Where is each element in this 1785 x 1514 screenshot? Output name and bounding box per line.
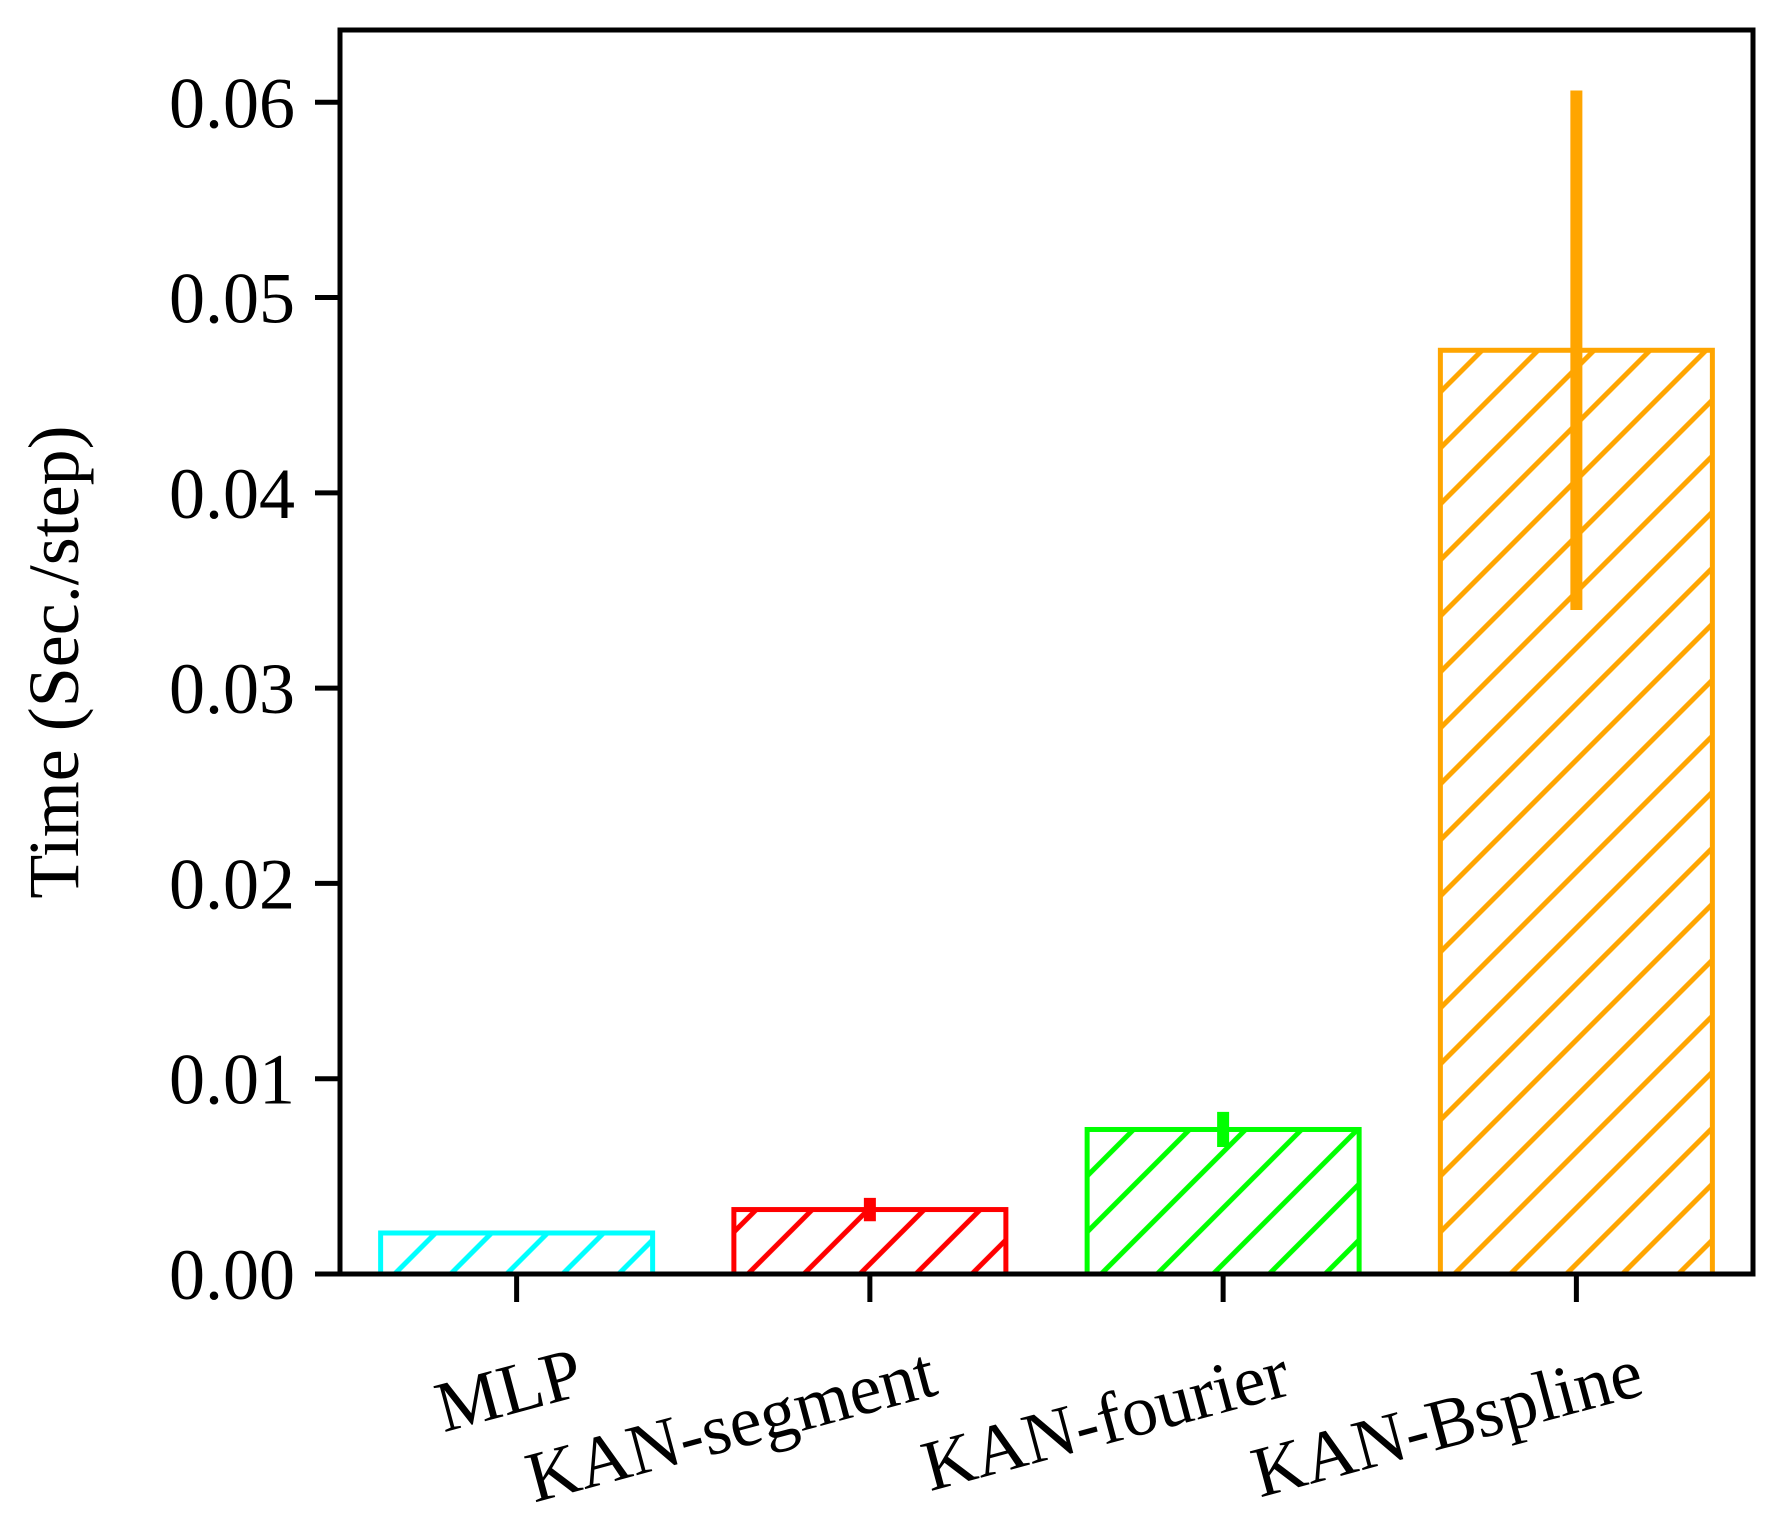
y-tick-label: 0.05 bbox=[169, 259, 295, 339]
x-tick-label: KAN-fourier bbox=[914, 1332, 1298, 1507]
y-axis-label: Time (Sec./step) bbox=[14, 425, 94, 898]
error-bars-layer bbox=[510, 90, 1583, 1235]
y-tick-label: 0.01 bbox=[169, 1040, 295, 1120]
bars-layer bbox=[378, 347, 1715, 1277]
y-tick-label: 0.04 bbox=[169, 454, 295, 534]
x-tick-label: KAN-Bspline bbox=[1243, 1332, 1650, 1513]
bar-kan-fourier bbox=[1084, 1126, 1362, 1277]
y-tick-label: 0.06 bbox=[169, 63, 295, 143]
y-axis: 0.00 0.01 0.02 0.03 0.04 0.05 0.06 bbox=[169, 63, 340, 1315]
plot-frame bbox=[337, 27, 1756, 1277]
bar-mlp bbox=[378, 1230, 656, 1277]
y-tick-label: 0.00 bbox=[169, 1235, 295, 1315]
y-tick-label: 0.03 bbox=[169, 649, 295, 729]
x-tick-label: KAN-segment bbox=[518, 1332, 944, 1514]
y-tick-label: 0.02 bbox=[169, 844, 295, 924]
